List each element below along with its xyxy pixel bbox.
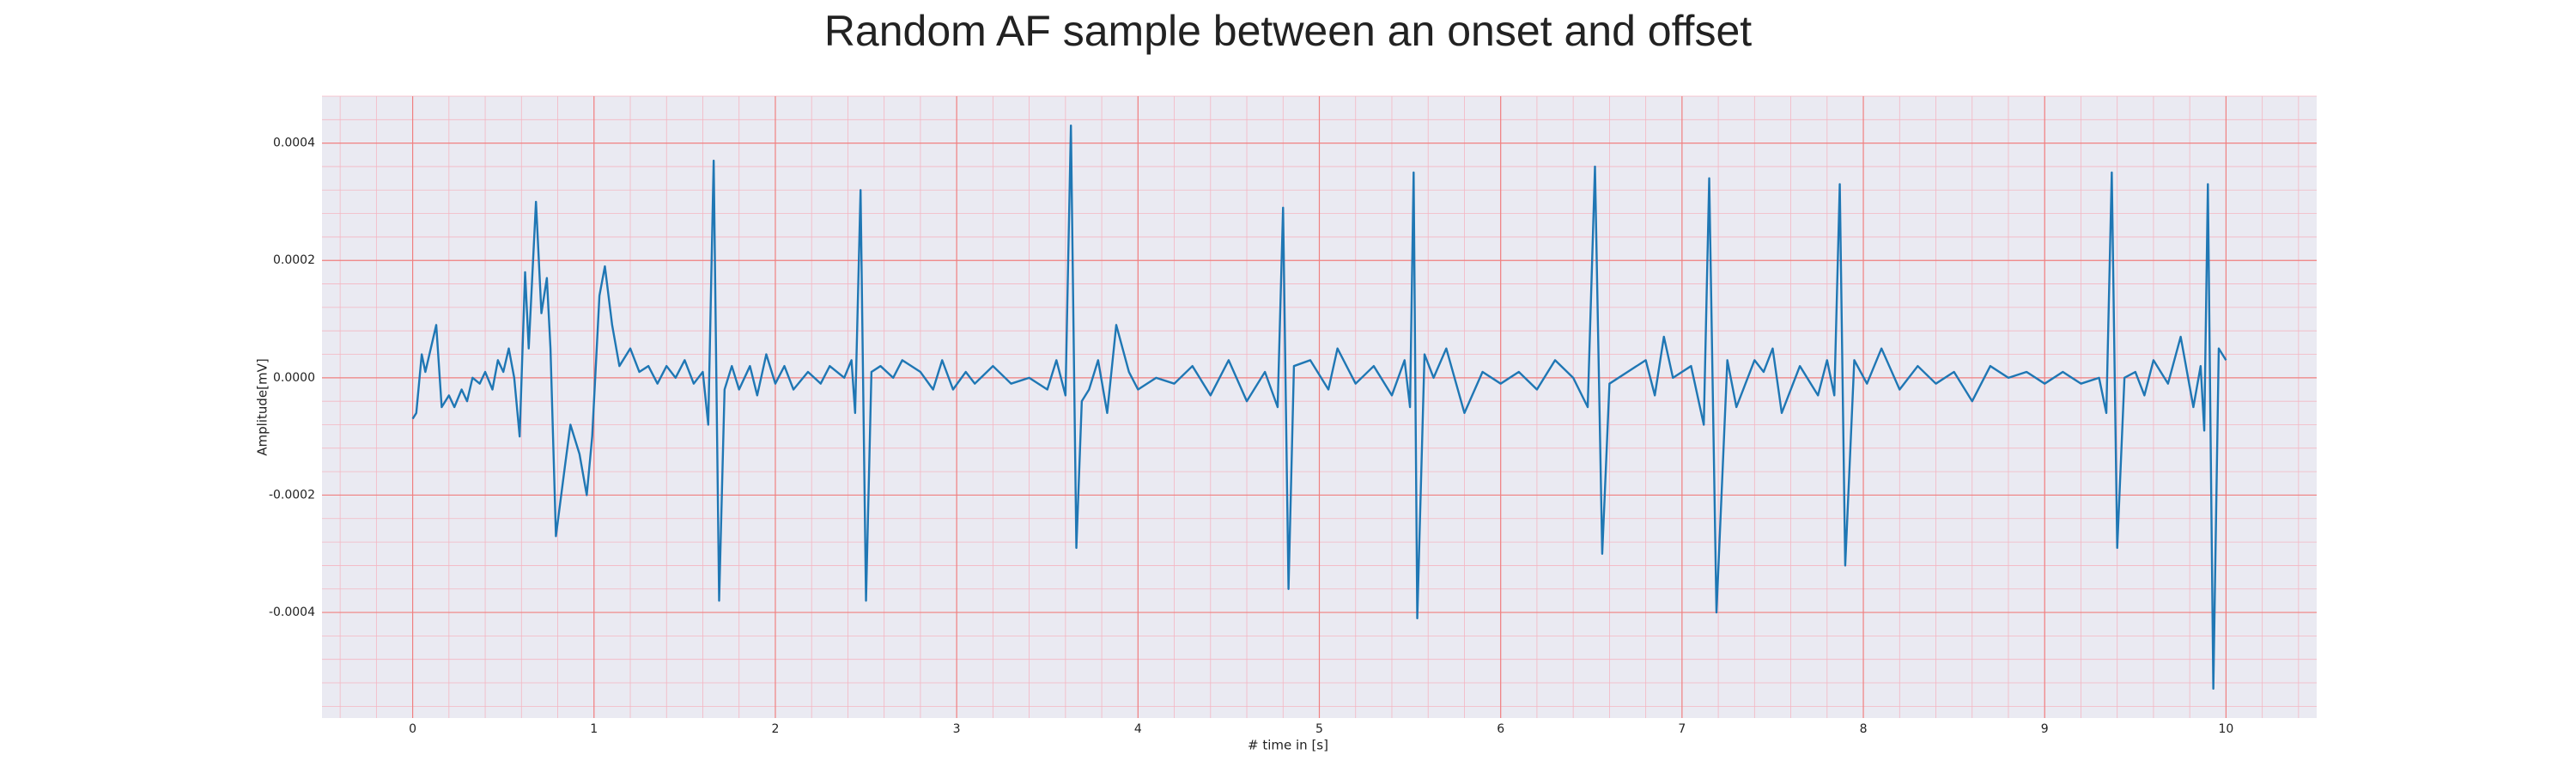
data-line xyxy=(411,124,2227,691)
y-tick-label: -0.0004 xyxy=(269,606,315,619)
x-tick-label: 6 xyxy=(1497,722,1504,736)
y-tick-label: -0.0002 xyxy=(269,488,315,502)
chart-title: Random AF sample between an onset and of… xyxy=(824,7,1752,55)
x-tick-label: 2 xyxy=(771,722,779,736)
y-tick-label: 0.0000 xyxy=(273,371,315,385)
x-tick-label: 5 xyxy=(1315,722,1323,736)
y-tick-label: 0.0002 xyxy=(273,253,315,267)
x-tick-label: 0 xyxy=(409,722,416,736)
x-tick-label: 10 xyxy=(2218,722,2233,736)
x-tick-label: 9 xyxy=(2041,722,2049,736)
x-tick-label: 7 xyxy=(1678,722,1686,736)
y-axis-label: Amplitude[mV] xyxy=(255,358,270,455)
x-tick-label: 3 xyxy=(953,722,961,736)
x-tick-label: 8 xyxy=(1860,722,1868,736)
x-axis-label: # time in [s] xyxy=(1248,738,1328,753)
x-tick-label: 1 xyxy=(590,722,598,736)
y-tick-label: 0.0004 xyxy=(273,137,315,150)
x-tick-label: 4 xyxy=(1134,722,1142,736)
